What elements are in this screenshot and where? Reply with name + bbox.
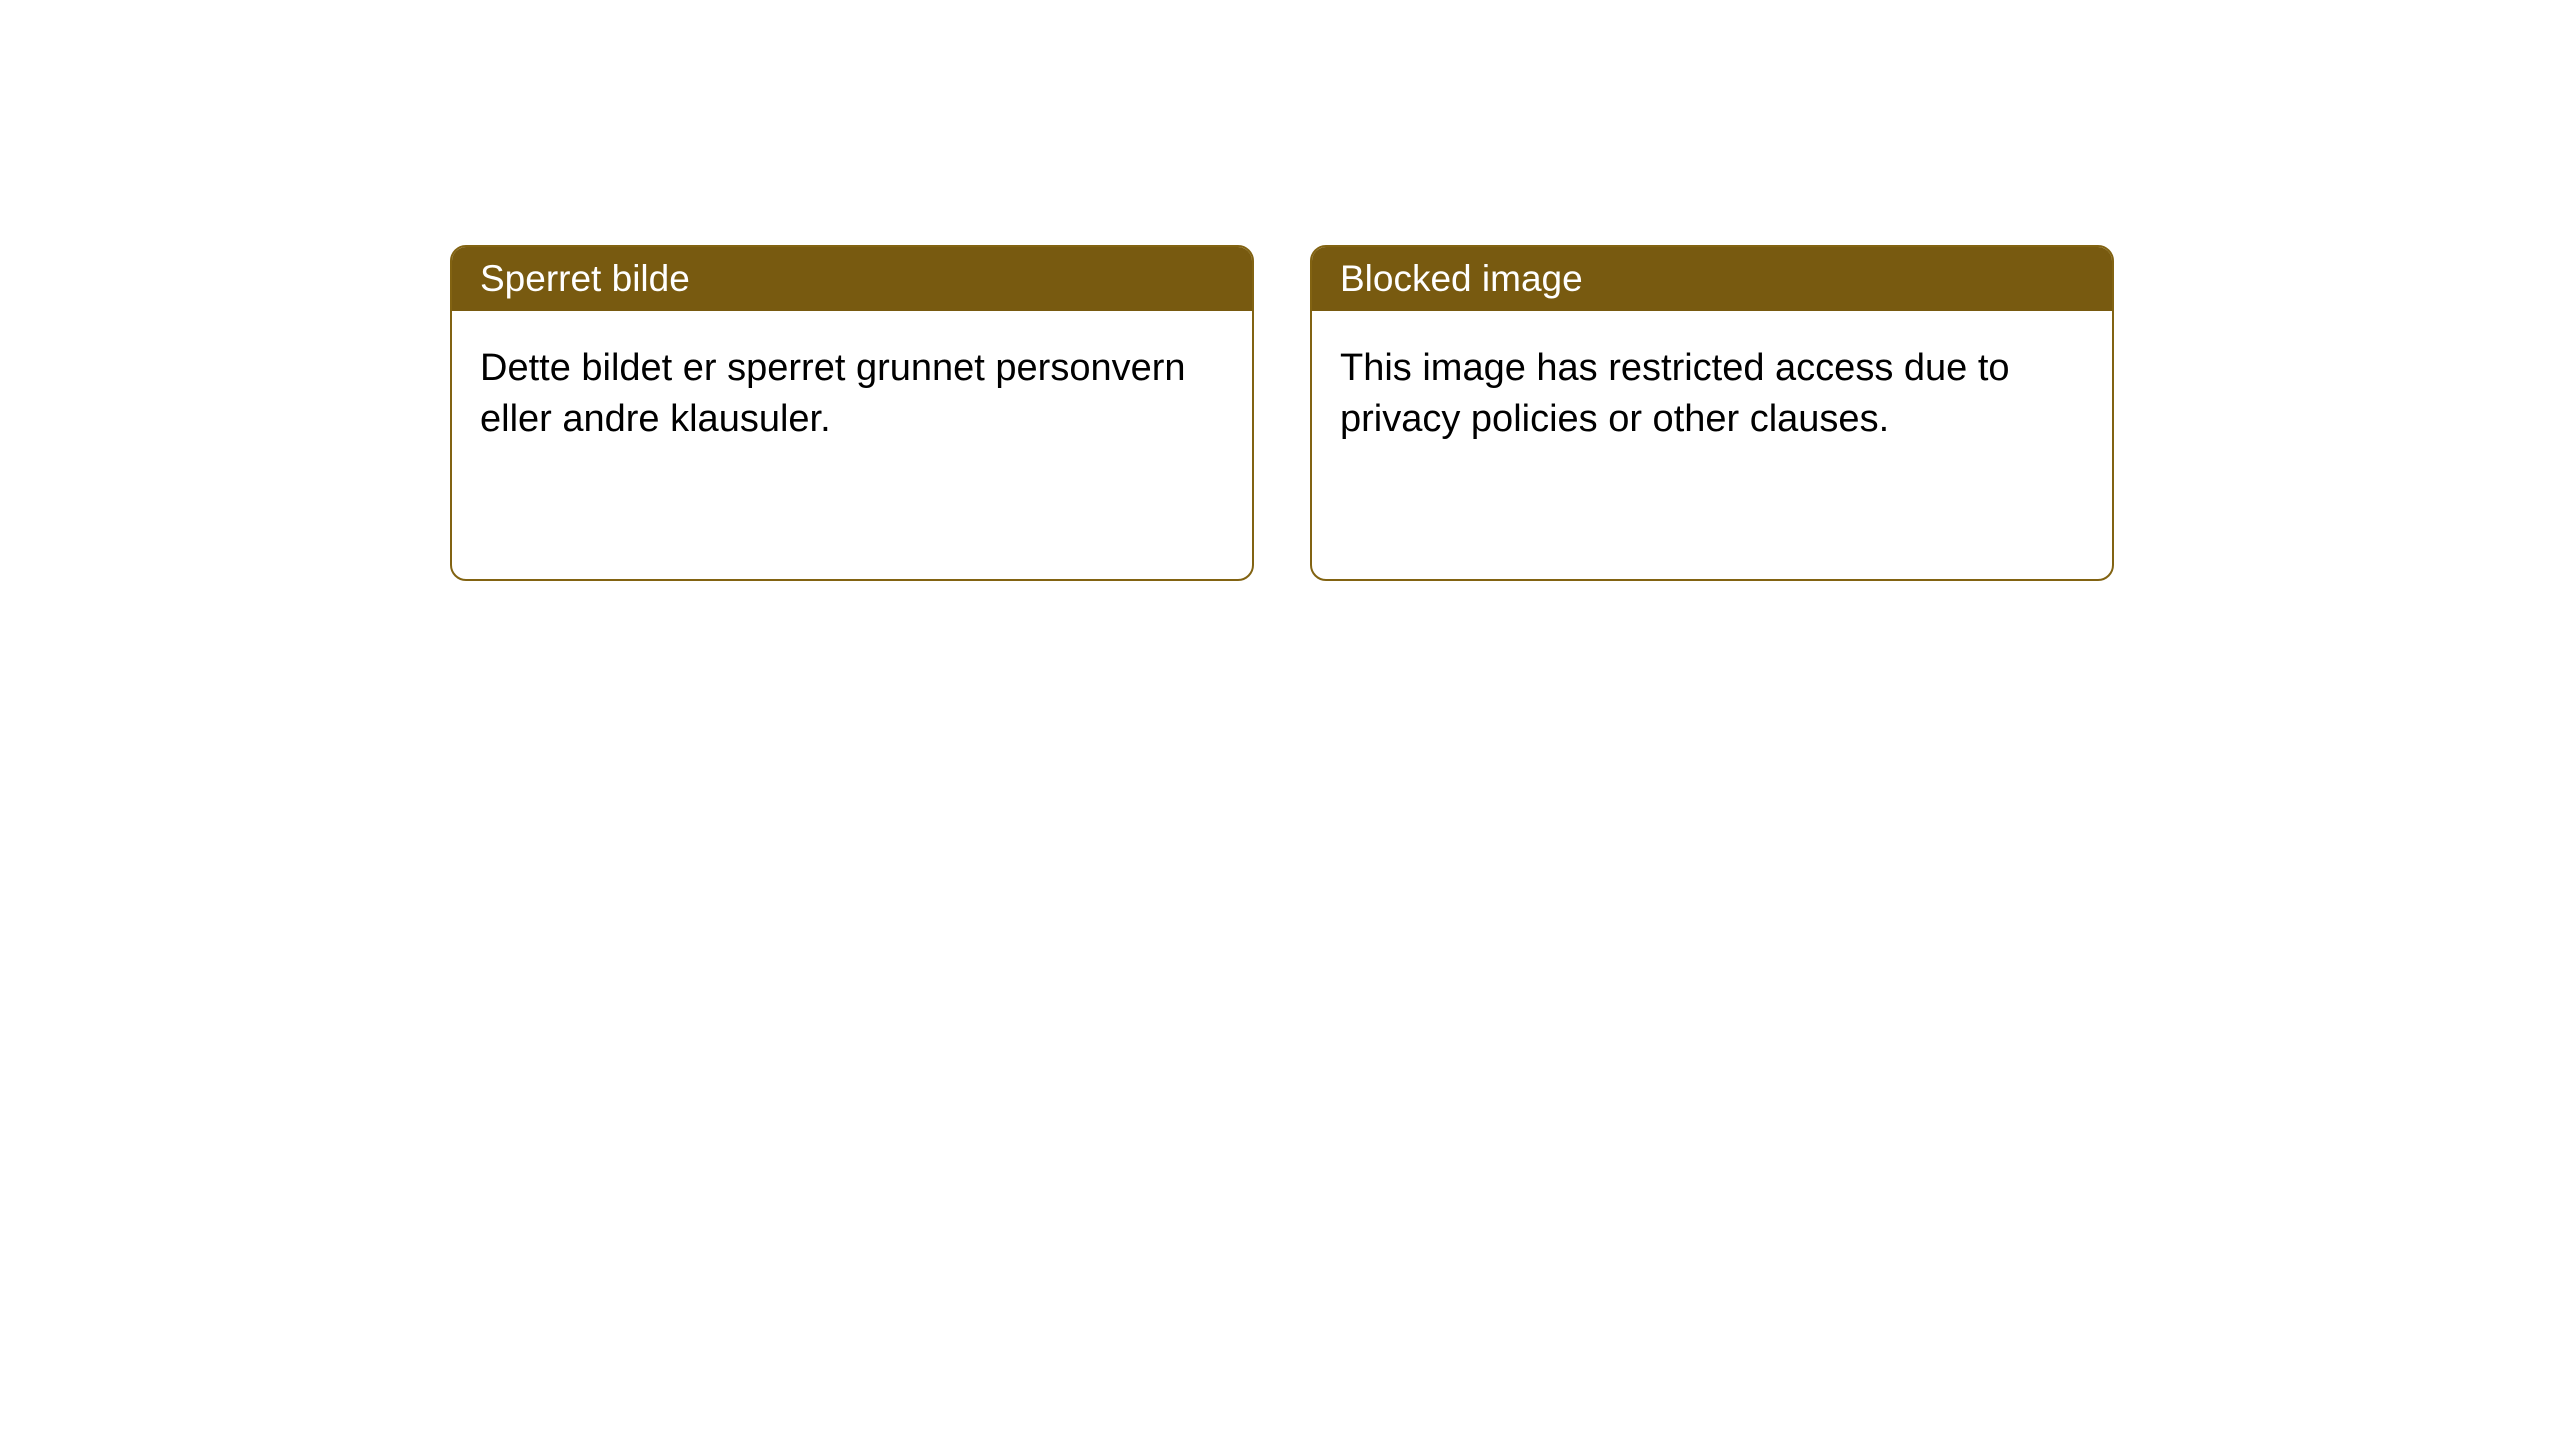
card-header-english: Blocked image	[1312, 247, 2112, 311]
card-body-norwegian: Dette bildet er sperret grunnet personve…	[452, 311, 1252, 478]
blocked-image-card-norwegian: Sperret bilde Dette bildet er sperret gr…	[450, 245, 1254, 581]
card-header-norwegian: Sperret bilde	[452, 247, 1252, 311]
blocked-image-card-english: Blocked image This image has restricted …	[1310, 245, 2114, 581]
notice-container: Sperret bilde Dette bildet er sperret gr…	[450, 245, 2560, 581]
card-body-english: This image has restricted access due to …	[1312, 311, 2112, 478]
